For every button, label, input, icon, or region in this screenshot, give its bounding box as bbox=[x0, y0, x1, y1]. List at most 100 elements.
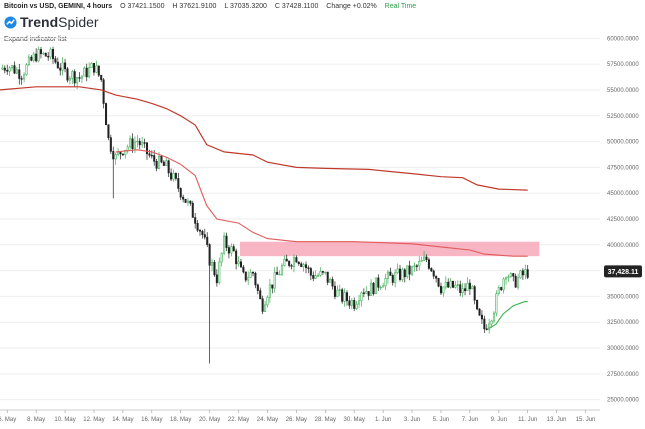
x-tick-label: 9. Jun bbox=[491, 417, 507, 423]
candle-body bbox=[78, 77, 81, 79]
candle-body bbox=[42, 52, 45, 55]
candle-body bbox=[109, 137, 112, 152]
y-tick-label: 52500.0000 bbox=[607, 114, 639, 120]
candle-body bbox=[39, 49, 42, 54]
candle-body bbox=[355, 303, 358, 309]
candle-body bbox=[478, 308, 481, 316]
candle-body bbox=[526, 269, 529, 278]
candle-body bbox=[423, 256, 426, 261]
candle-body bbox=[112, 151, 115, 160]
y-tick-label: 42500.0000 bbox=[607, 217, 639, 223]
x-tick-label: 1. Jun bbox=[375, 417, 391, 423]
candle-body bbox=[384, 278, 387, 287]
candle-body bbox=[367, 291, 370, 296]
indicator-lines bbox=[0, 86, 528, 329]
y-tick-label: 32500.0000 bbox=[607, 320, 639, 326]
candle-body bbox=[138, 140, 141, 146]
candle-body bbox=[432, 270, 435, 277]
candle-body bbox=[244, 271, 247, 281]
candle-body bbox=[382, 285, 385, 288]
candle-body bbox=[51, 48, 55, 59]
candle-body bbox=[191, 202, 194, 218]
candle-body bbox=[124, 149, 127, 156]
candle-body bbox=[92, 63, 95, 73]
resistance-zone-rect bbox=[240, 241, 540, 257]
candle-body bbox=[211, 261, 214, 266]
candle-body bbox=[290, 265, 293, 267]
candle-body bbox=[500, 287, 503, 291]
candle-body bbox=[345, 292, 349, 302]
candle-body bbox=[15, 69, 18, 74]
candle-body bbox=[480, 314, 483, 320]
candle-body bbox=[514, 275, 517, 288]
candle-body bbox=[206, 236, 209, 245]
candle-body bbox=[507, 276, 510, 279]
candle-body bbox=[247, 277, 250, 281]
x-tick-label: 20. May bbox=[199, 417, 220, 423]
candle-body bbox=[459, 284, 462, 293]
candle-body bbox=[107, 124, 110, 139]
candle-body bbox=[68, 77, 71, 81]
candle-body bbox=[230, 246, 233, 254]
candle-body bbox=[32, 53, 35, 61]
candle-body bbox=[420, 260, 423, 262]
candle-body bbox=[451, 280, 455, 288]
candle-body bbox=[170, 172, 173, 180]
candle-body bbox=[401, 269, 404, 280]
candle-body bbox=[309, 268, 312, 276]
candle-body bbox=[466, 282, 469, 292]
last-price-label: 37,428.11 bbox=[608, 269, 639, 276]
candle-body bbox=[408, 265, 411, 275]
candle-body bbox=[160, 155, 163, 163]
candle-body bbox=[30, 56, 33, 61]
candle-body bbox=[324, 271, 327, 274]
candle-body bbox=[129, 138, 132, 148]
x-tick-label: 11. Jun bbox=[518, 417, 537, 423]
logo-text-spider: Spider bbox=[58, 14, 99, 30]
x-tick-label: 13. Jun bbox=[547, 417, 567, 423]
candle-body bbox=[61, 62, 64, 71]
candle-body bbox=[184, 198, 187, 203]
candle-body bbox=[396, 268, 399, 274]
candle-body bbox=[167, 160, 170, 174]
candle-body bbox=[288, 260, 291, 266]
candle-body bbox=[427, 259, 430, 269]
last-price-badge bbox=[604, 265, 642, 278]
high-value: H 37621.9100 bbox=[172, 3, 217, 10]
candle-body bbox=[165, 160, 168, 166]
x-tick-label: 15. Jun bbox=[576, 417, 596, 423]
candle-body bbox=[411, 266, 414, 275]
candle-body bbox=[264, 304, 267, 312]
x-tick-label: 30. May bbox=[344, 417, 365, 423]
candle-body bbox=[220, 252, 223, 263]
candle-body bbox=[386, 271, 389, 279]
candle-body bbox=[333, 285, 336, 297]
candle-body bbox=[497, 287, 500, 294]
candle-body bbox=[153, 155, 156, 162]
candle-body bbox=[319, 271, 322, 276]
candle-body bbox=[102, 79, 105, 104]
expand-indicator-list-link[interactable]: Expand indicator list bbox=[4, 36, 67, 43]
x-tick-label: 12. May bbox=[83, 417, 104, 423]
candle-body bbox=[444, 281, 447, 288]
candle-body bbox=[329, 279, 332, 283]
candle-body bbox=[415, 265, 418, 267]
candle-body bbox=[374, 277, 377, 295]
upper-vwap-line bbox=[0, 86, 528, 191]
x-tick-label: 18. May bbox=[170, 417, 191, 423]
trendspider-logo-icon bbox=[4, 15, 17, 29]
candle-body bbox=[174, 173, 177, 179]
x-tick-label: 5. Jun bbox=[433, 417, 449, 423]
candle-body bbox=[439, 285, 442, 294]
candle-body bbox=[47, 55, 50, 58]
x-axis: 6. May 8. May 10. May 12. May 14. May 16. May… bbox=[0, 409, 600, 423]
candle-body bbox=[502, 278, 505, 291]
lower-vwap-line bbox=[115, 149, 528, 257]
x-tick-label: 26. May bbox=[286, 417, 307, 423]
y-tick-label: 27500.0000 bbox=[607, 372, 639, 378]
y-tick-label: 47500.0000 bbox=[607, 165, 639, 171]
candle-body bbox=[372, 282, 375, 295]
y-tick-label: 30000.0000 bbox=[607, 346, 639, 352]
candle-body bbox=[365, 291, 368, 294]
